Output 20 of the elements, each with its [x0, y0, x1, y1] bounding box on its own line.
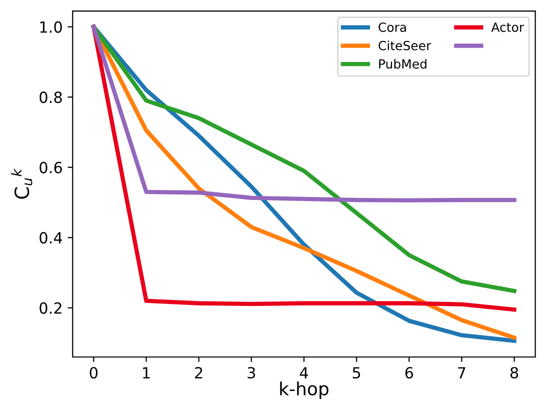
y-tick-label: 0.8	[40, 92, 62, 104]
x-tick-label: 3	[248, 366, 256, 379]
legend-label: Cora	[378, 22, 406, 32]
x-axis-title: k-hop	[280, 382, 328, 399]
y-tick-label: 0.2	[40, 302, 62, 314]
x-tick-label: 0	[90, 366, 98, 379]
x-tick-label: 6	[405, 366, 414, 379]
legend-label: Actor	[491, 22, 524, 32]
y-tick-label: 1.0	[40, 21, 62, 33]
x-tick-label: 8	[510, 366, 518, 379]
x-tick-label: 1	[143, 367, 150, 378]
x-tick-label: 2	[195, 366, 202, 378]
y-axis-title: C$_{u}$$^{k}$	[11, 168, 32, 199]
y-tick-label: 0.6	[40, 162, 62, 174]
legend-label: CiteSeer	[378, 40, 432, 50]
x-tick-label: 7	[458, 367, 466, 378]
y-tick-label: 0.4	[40, 232, 62, 244]
legend-label: PubMed	[379, 58, 426, 69]
x-tick-label: 4	[300, 367, 308, 378]
x-tick-label: 5	[352, 367, 360, 379]
